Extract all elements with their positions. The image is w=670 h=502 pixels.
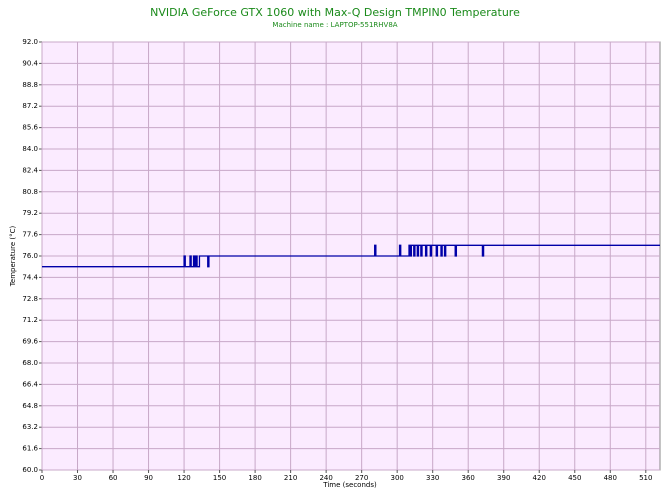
y-tick-label: 87.2 [22,102,38,110]
y-tick-label: 79.2 [22,209,38,217]
x-tick-label: 420 [533,474,546,482]
y-tick-label: 74.4 [22,273,38,281]
y-tick-label: 76.0 [22,252,38,260]
y-axis-label: Temperature (°C) [9,226,17,288]
x-axis-label: Time (seconds) [322,481,377,489]
x-tick-label: 330 [426,474,439,482]
chart-subtitle: Machine name : LAPTOP-551RHV8A [272,21,397,29]
x-tick-label: 480 [604,474,617,482]
x-tick-label: 120 [177,474,190,482]
y-tick-label: 63.2 [22,423,38,431]
x-tick-label: 60 [109,474,118,482]
x-tick-label: 360 [462,474,475,482]
y-tick-label: 82.4 [22,166,38,174]
y-tick-label: 64.8 [22,402,38,410]
x-tick-label: 180 [248,474,261,482]
y-tick-label: 77.6 [22,231,38,239]
y-tick-label: 60.0 [22,466,38,474]
x-tick-label: 90 [144,474,153,482]
x-tick-label: 0 [40,474,44,482]
y-tick-label: 66.4 [22,380,38,388]
x-tick-label: 240 [319,474,332,482]
y-tick-label: 85.6 [22,124,38,132]
data-line [42,244,660,268]
x-tick-label: 390 [497,474,510,482]
y-tick-label: 92.0 [22,38,38,46]
x-tick-label: 300 [390,474,403,482]
x-tick-label: 30 [73,474,82,482]
x-tick-label: 270 [355,474,368,482]
chart-title: NVIDIA GeForce GTX 1060 with Max-Q Desig… [150,6,520,19]
x-tick-label: 510 [639,474,652,482]
y-tick-label: 88.8 [22,81,38,89]
y-tick-label: 69.6 [22,338,38,346]
y-tick-label: 84.0 [22,145,38,153]
y-tick-label: 80.8 [22,188,38,196]
y-tick-label: 72.8 [22,295,38,303]
x-tick-label: 150 [213,474,226,482]
y-tick-label: 90.4 [22,59,38,67]
x-tick-label: 210 [284,474,297,482]
y-tick-label: 61.6 [22,445,38,453]
x-tick-label: 450 [568,474,581,482]
y-tick-label: 68.0 [22,359,38,367]
y-tick-label: 71.2 [22,316,38,324]
